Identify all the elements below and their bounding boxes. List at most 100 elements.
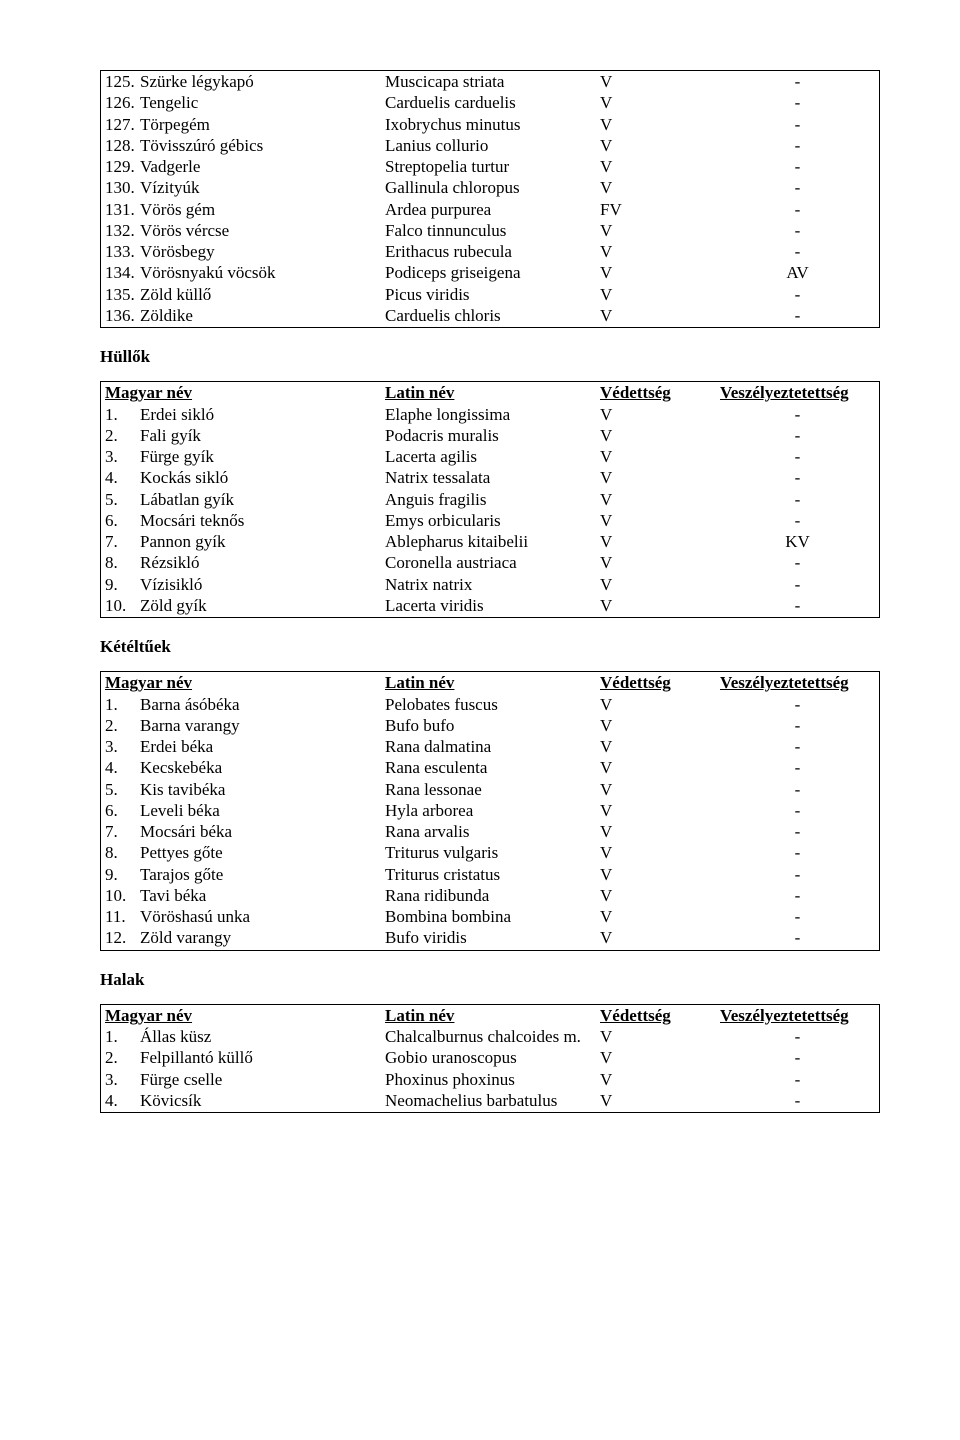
risk-cell: - — [720, 864, 875, 885]
hungarian-name-cell: 4.Kockás sikló — [105, 467, 385, 488]
latin-name-cell: Falco tinnunculus — [385, 220, 600, 241]
hungarian-name: Barna ásóbéka — [140, 695, 240, 714]
protection-cell: V — [600, 800, 720, 821]
latin-name-cell: Emys orbicularis — [385, 510, 600, 531]
latin-name-cell: Carduelis chloris — [385, 305, 600, 326]
latin-name-cell: Erithacus rubecula — [385, 241, 600, 262]
hungarian-name: Vadgerle — [140, 157, 200, 176]
hungarian-name: Vízityúk — [140, 178, 200, 197]
risk-cell: - — [720, 1026, 875, 1047]
hungarian-name: Vörösbegy — [140, 242, 215, 261]
hungarian-name: Vöröshasú unka — [140, 907, 250, 926]
hungarian-name: Mocsári béka — [140, 822, 232, 841]
row-number: 135. — [105, 284, 140, 305]
row-number: 11. — [105, 906, 140, 927]
latin-name-cell: Podiceps griseigena — [385, 262, 600, 283]
risk-cell: - — [720, 489, 875, 510]
protection-cell: V — [600, 489, 720, 510]
column-header: Veszélyeztetettség — [720, 382, 875, 403]
risk-cell: - — [720, 446, 875, 467]
hungarian-name-cell: 9.Vízisikló — [105, 574, 385, 595]
hungarian-name: Zöldike — [140, 306, 193, 325]
table-row: 2.Fali gyíkPodacris muralisV- — [105, 425, 875, 446]
risk-cell: - — [720, 71, 875, 92]
protection-cell: V — [600, 885, 720, 906]
risk-cell: KV — [720, 531, 875, 552]
hungarian-name-cell: 1.Állas küsz — [105, 1026, 385, 1047]
protection-cell: V — [600, 927, 720, 948]
row-number: 4. — [105, 757, 140, 778]
latin-name-cell: Bufo bufo — [385, 715, 600, 736]
table-row: 135.Zöld küllőPicus viridisV- — [105, 284, 875, 305]
table-row: 131.Vörös gémArdea purpureaFV- — [105, 199, 875, 220]
row-number: 12. — [105, 927, 140, 948]
row-number: 125. — [105, 71, 140, 92]
protection-cell: V — [600, 92, 720, 113]
hungarian-name: Pettyes gőte — [140, 843, 223, 862]
hungarian-name: Kecskebéka — [140, 758, 222, 777]
hungarian-name: Vörösnyakú vöcsök — [140, 263, 276, 282]
protection-cell: V — [600, 906, 720, 927]
hungarian-name: Erdei béka — [140, 737, 213, 756]
protection-cell: V — [600, 220, 720, 241]
row-number: 6. — [105, 800, 140, 821]
table-row: 6.Leveli békaHyla arboreaV- — [105, 800, 875, 821]
latin-name-cell: Elaphe longissima — [385, 404, 600, 425]
section-title: Kétéltűek — [100, 636, 880, 657]
column-header: Latin név — [385, 672, 600, 693]
hungarian-name-cell: 9.Tarajos gőte — [105, 864, 385, 885]
protection-cell: V — [600, 71, 720, 92]
latin-name-cell: Ixobrychus minutus — [385, 114, 600, 135]
protection-cell: V — [600, 404, 720, 425]
table-row: 12.Zöld varangyBufo viridisV- — [105, 927, 875, 948]
hungarian-name-cell: 129.Vadgerle — [105, 156, 385, 177]
hungarian-name: Felpillantó küllő — [140, 1048, 253, 1067]
hungarian-name-cell: 126.Tengelic — [105, 92, 385, 113]
hungarian-name: Zöld küllő — [140, 285, 211, 304]
column-header: Veszélyeztetettség — [720, 1005, 875, 1026]
protection-cell: V — [600, 864, 720, 885]
protection-cell: V — [600, 715, 720, 736]
row-number: 3. — [105, 1069, 140, 1090]
risk-cell: - — [720, 927, 875, 948]
protection-cell: V — [600, 779, 720, 800]
hungarian-name-cell: 2.Barna varangy — [105, 715, 385, 736]
hungarian-name: Állas küsz — [140, 1027, 211, 1046]
latin-name-cell: Picus viridis — [385, 284, 600, 305]
protection-cell: V — [600, 1069, 720, 1090]
table-row: 4.Kockás siklóNatrix tessalataV- — [105, 467, 875, 488]
latin-name-cell: Muscicapa striata — [385, 71, 600, 92]
table-row: 1.Barna ásóbékaPelobates fuscusV- — [105, 694, 875, 715]
risk-cell: - — [720, 241, 875, 262]
column-header: Latin név — [385, 1005, 600, 1026]
species-table: Magyar névLatin névVédettségVeszélyeztet… — [100, 671, 880, 950]
table-header-row: Magyar névLatin névVédettségVeszélyeztet… — [105, 672, 875, 693]
protection-cell: V — [600, 574, 720, 595]
table-row: 127.TörpegémIxobrychus minutusV- — [105, 114, 875, 135]
hungarian-name-cell: 2.Felpillantó küllő — [105, 1047, 385, 1068]
protection-cell: V — [600, 694, 720, 715]
row-number: 2. — [105, 715, 140, 736]
latin-name-cell: Triturus vulgaris — [385, 842, 600, 863]
hungarian-name-cell: 2.Fali gyík — [105, 425, 385, 446]
hungarian-name: Tengelic — [140, 93, 198, 112]
table-row: 5.Lábatlan gyíkAnguis fragilisV- — [105, 489, 875, 510]
protection-cell: V — [600, 177, 720, 198]
column-header: Védettség — [600, 1005, 720, 1026]
risk-cell: - — [720, 92, 875, 113]
latin-name-cell: Neomachelius barbatulus — [385, 1090, 600, 1111]
protection-cell: V — [600, 135, 720, 156]
latin-name-cell: Lacerta viridis — [385, 595, 600, 616]
hungarian-name-cell: 4.Kecskebéka — [105, 757, 385, 778]
latin-name-cell: Lacerta agilis — [385, 446, 600, 467]
row-number: 133. — [105, 241, 140, 262]
protection-cell: V — [600, 446, 720, 467]
column-header: Védettség — [600, 672, 720, 693]
row-number: 8. — [105, 842, 140, 863]
hungarian-name: Lábatlan gyík — [140, 490, 234, 509]
table-row: 133.VörösbegyErithacus rubeculaV- — [105, 241, 875, 262]
risk-cell: - — [720, 114, 875, 135]
latin-name-cell: Hyla arborea — [385, 800, 600, 821]
hungarian-name-cell: 128.Tövisszúró gébics — [105, 135, 385, 156]
hungarian-name-cell: 134.Vörösnyakú vöcsök — [105, 262, 385, 283]
